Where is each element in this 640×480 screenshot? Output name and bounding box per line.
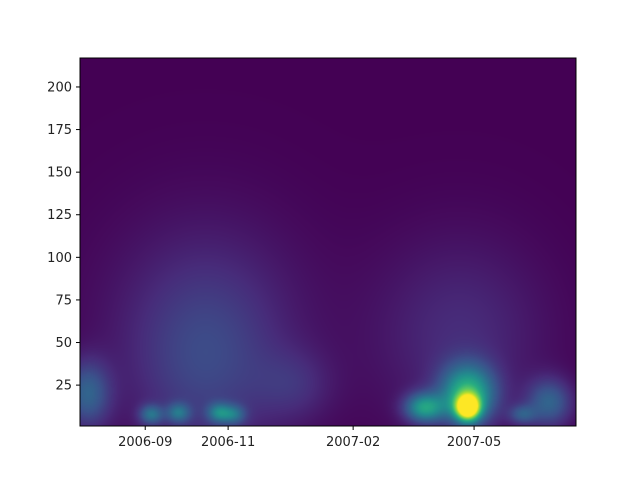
x-tick-label: 2006-11 <box>201 435 255 450</box>
y-tick-label: 175 <box>47 123 72 138</box>
x-tick-label: 2007-02 <box>326 435 380 450</box>
heatmap-image <box>80 58 576 426</box>
x-tick-label: 2007-05 <box>447 435 501 450</box>
y-tick-label: 125 <box>47 208 72 223</box>
y-tick-label: 150 <box>47 166 72 181</box>
y-axis: 25 50 75 100 125 150 175 200 <box>47 80 80 394</box>
x-tick-label: 2006-09 <box>118 435 172 450</box>
x-axis: 2006-09 2006-11 2007-02 2007-05 <box>118 426 501 450</box>
plot-area <box>80 58 576 426</box>
y-tick-label: 75 <box>55 293 72 308</box>
y-tick-label: 25 <box>55 379 72 394</box>
y-tick-label: 100 <box>47 251 72 266</box>
y-tick-label: 200 <box>47 80 72 95</box>
plot-frame <box>79 57 577 427</box>
y-tick-label: 50 <box>55 336 72 351</box>
